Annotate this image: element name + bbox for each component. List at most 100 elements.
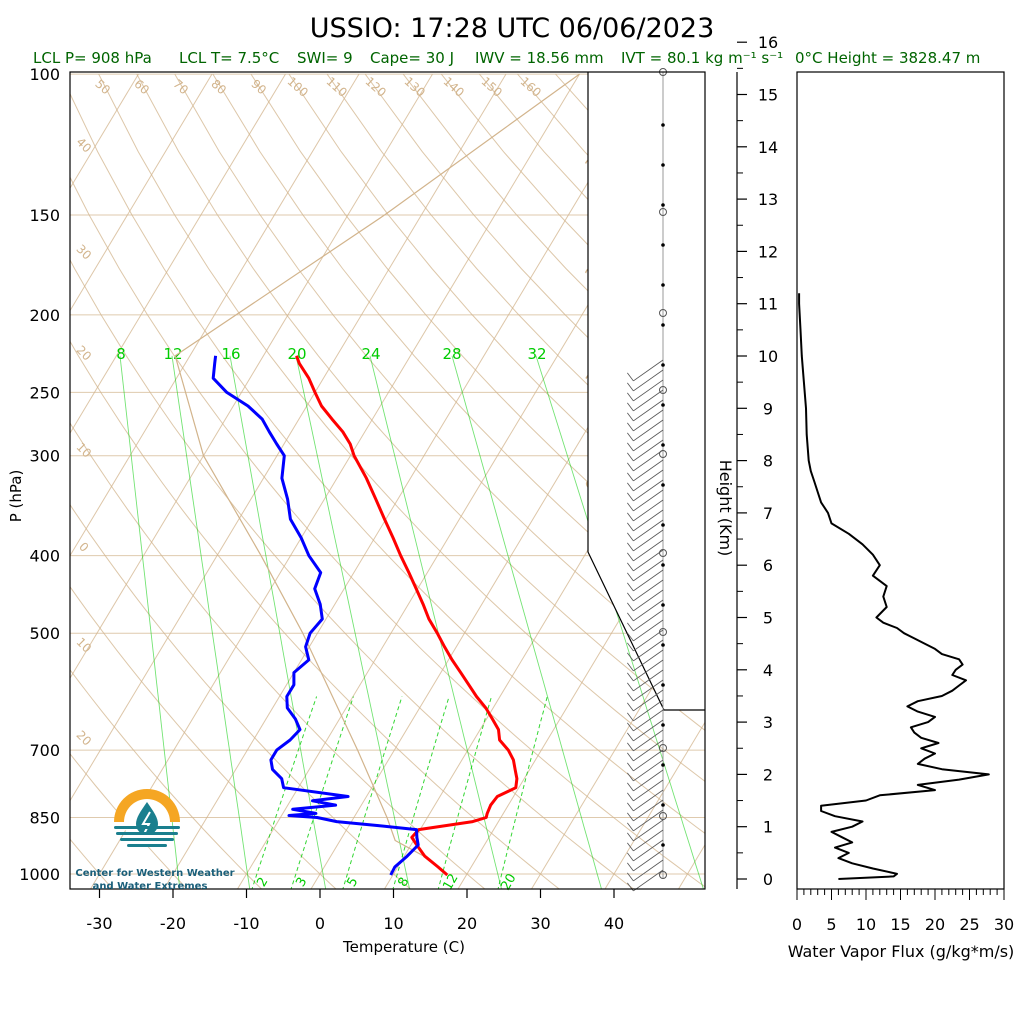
wind-barb-column	[587, 68, 705, 892]
height-tick-label: 13	[758, 190, 778, 209]
y-tick-label: 150	[29, 206, 60, 225]
x-tick-label: 0	[315, 914, 325, 933]
wind-barb-icon	[627, 719, 664, 742]
isotherm-line	[70, 73, 213, 312]
flux-x-axis-title: Water Vapor Flux (g/kg*m/s)	[788, 942, 1015, 961]
wind-barb-icon	[627, 479, 664, 502]
wind-barb-icon	[627, 689, 664, 712]
wind-barb-icon	[627, 799, 664, 822]
wind-barb-icon	[627, 739, 664, 762]
wind-level-dot	[661, 243, 665, 247]
mixing-ratio-label: 3	[293, 875, 310, 890]
wind-barb-icon	[627, 579, 664, 602]
logo-text-line1: Center for Western Weather	[75, 868, 234, 879]
calm-wind-circle	[659, 450, 667, 458]
isotherm-line	[163, 73, 654, 889]
cw3e-logo: Center for Western Weather and Water Ext…	[75, 789, 235, 892]
wind-level-dot	[661, 283, 665, 287]
dry-adiabat-line	[136, 73, 705, 731]
dry-adiabat-line	[70, 422, 486, 889]
isotherm-label: 10	[73, 440, 94, 461]
wind-level-dot	[661, 443, 665, 447]
wind-barb-icon	[627, 489, 664, 512]
wind-barb-icon	[627, 449, 664, 472]
flux-panel: 0 5 10 15 20 25 30 Water Vapor Flux (g/kg*m/s)	[788, 71, 1015, 961]
wind-barb-icon	[627, 809, 664, 832]
wind-barb-icon	[627, 369, 664, 392]
flux-tick-label: 25	[959, 915, 979, 934]
dewpoint-profile-line	[211, 355, 420, 876]
y-tick-label: 700	[29, 741, 60, 760]
isotherm-label: 60	[131, 77, 152, 98]
cape-value: Cape= 30 J	[370, 49, 454, 67]
moist-adiabat-label: 20	[287, 345, 306, 363]
wind-barb-icon	[627, 589, 664, 612]
mixing-ratio-line	[392, 696, 450, 889]
wind-column-mask	[588, 72, 705, 710]
dry-adiabat-line	[288, 73, 705, 538]
height-tick-label: 16	[758, 33, 778, 52]
lcl-temperature: LCL T= 7.5°C	[179, 49, 279, 67]
moist-adiabat-label: 16	[221, 345, 240, 363]
mixing-ratio-label: 5	[344, 875, 361, 890]
wind-level-dot	[661, 483, 665, 487]
moist-adiabat-line	[119, 355, 181, 889]
chart-title: USSIO: 17:28 UTC 06/06/2023	[310, 13, 715, 44]
isotherm-label: 100	[284, 74, 310, 100]
wind-barb-icon	[627, 519, 664, 542]
wind-barb-icon	[627, 839, 664, 862]
height-tick-label: 3	[763, 713, 773, 732]
wind-barb-icon	[627, 559, 664, 582]
x-tick-label: 10	[383, 914, 403, 933]
moist-adiabat-line	[295, 355, 411, 889]
isotherm-line	[70, 73, 433, 680]
dry-adiabat-line	[70, 176, 705, 888]
isotherm-line	[70, 73, 507, 802]
height-tick-label: 8	[763, 452, 773, 471]
wind-barb-icon	[627, 529, 664, 552]
height-tick-label: 9	[763, 399, 773, 418]
moist-adiabat-line	[369, 355, 502, 889]
calm-wind-circle	[659, 309, 667, 317]
wind-barb-icon	[627, 459, 664, 482]
dry-adiabat-line	[70, 92, 705, 835]
logo-waves	[114, 826, 180, 847]
isotherm-line	[89, 73, 580, 889]
isotherm-label: 20	[73, 728, 94, 749]
wind-level-dot	[661, 363, 665, 367]
mixing-ratio-label: 12	[440, 871, 461, 893]
flux-frame	[796, 71, 1005, 890]
flux-tick-label: 5	[826, 915, 836, 934]
y-tick-label: 500	[29, 624, 60, 643]
mixing-ratio-line	[497, 696, 548, 889]
isotherm-label: 130	[401, 74, 427, 100]
x-tick-label: -30	[86, 914, 112, 933]
isotherm-label: 20	[73, 343, 94, 364]
dry-adiabat-line	[402, 73, 705, 403]
swi-value: SWI= 9	[297, 49, 353, 67]
wind-barb-icon	[627, 779, 664, 802]
wind-barb-icon	[627, 599, 664, 622]
wind-barb-icon	[627, 829, 664, 852]
height-tick-label: 12	[758, 242, 778, 261]
x-tick-label: -20	[160, 914, 186, 933]
isotherm-label: 50	[92, 77, 113, 98]
isotherm-line	[70, 73, 360, 557]
calm-wind-circle	[659, 812, 667, 820]
wind-barb-icon	[627, 569, 664, 592]
wind-barb-icon	[627, 549, 664, 572]
flux-axes: 0 5 10 15 20 25 30	[792, 889, 1014, 934]
mixing-ratio-line	[251, 696, 318, 889]
isotherm-line	[70, 73, 286, 435]
isotherm-label: 120	[362, 74, 388, 100]
lcl-pressure: LCL P= 908 hPa	[33, 49, 152, 67]
flux-tick-label: 15	[890, 915, 910, 934]
mixing-ratio-label: 2	[254, 875, 271, 890]
flux-profile-line	[798, 293, 990, 880]
wind-barb-icon	[627, 849, 664, 872]
mixing-ratio-line	[342, 696, 403, 889]
height-tick-label: 10	[758, 347, 778, 366]
dry-adiabat-line	[70, 340, 561, 889]
ivt-value: IVT = 80.1 kg m⁻¹ s⁻¹	[621, 49, 783, 67]
isotherm-label: 30	[73, 242, 94, 263]
